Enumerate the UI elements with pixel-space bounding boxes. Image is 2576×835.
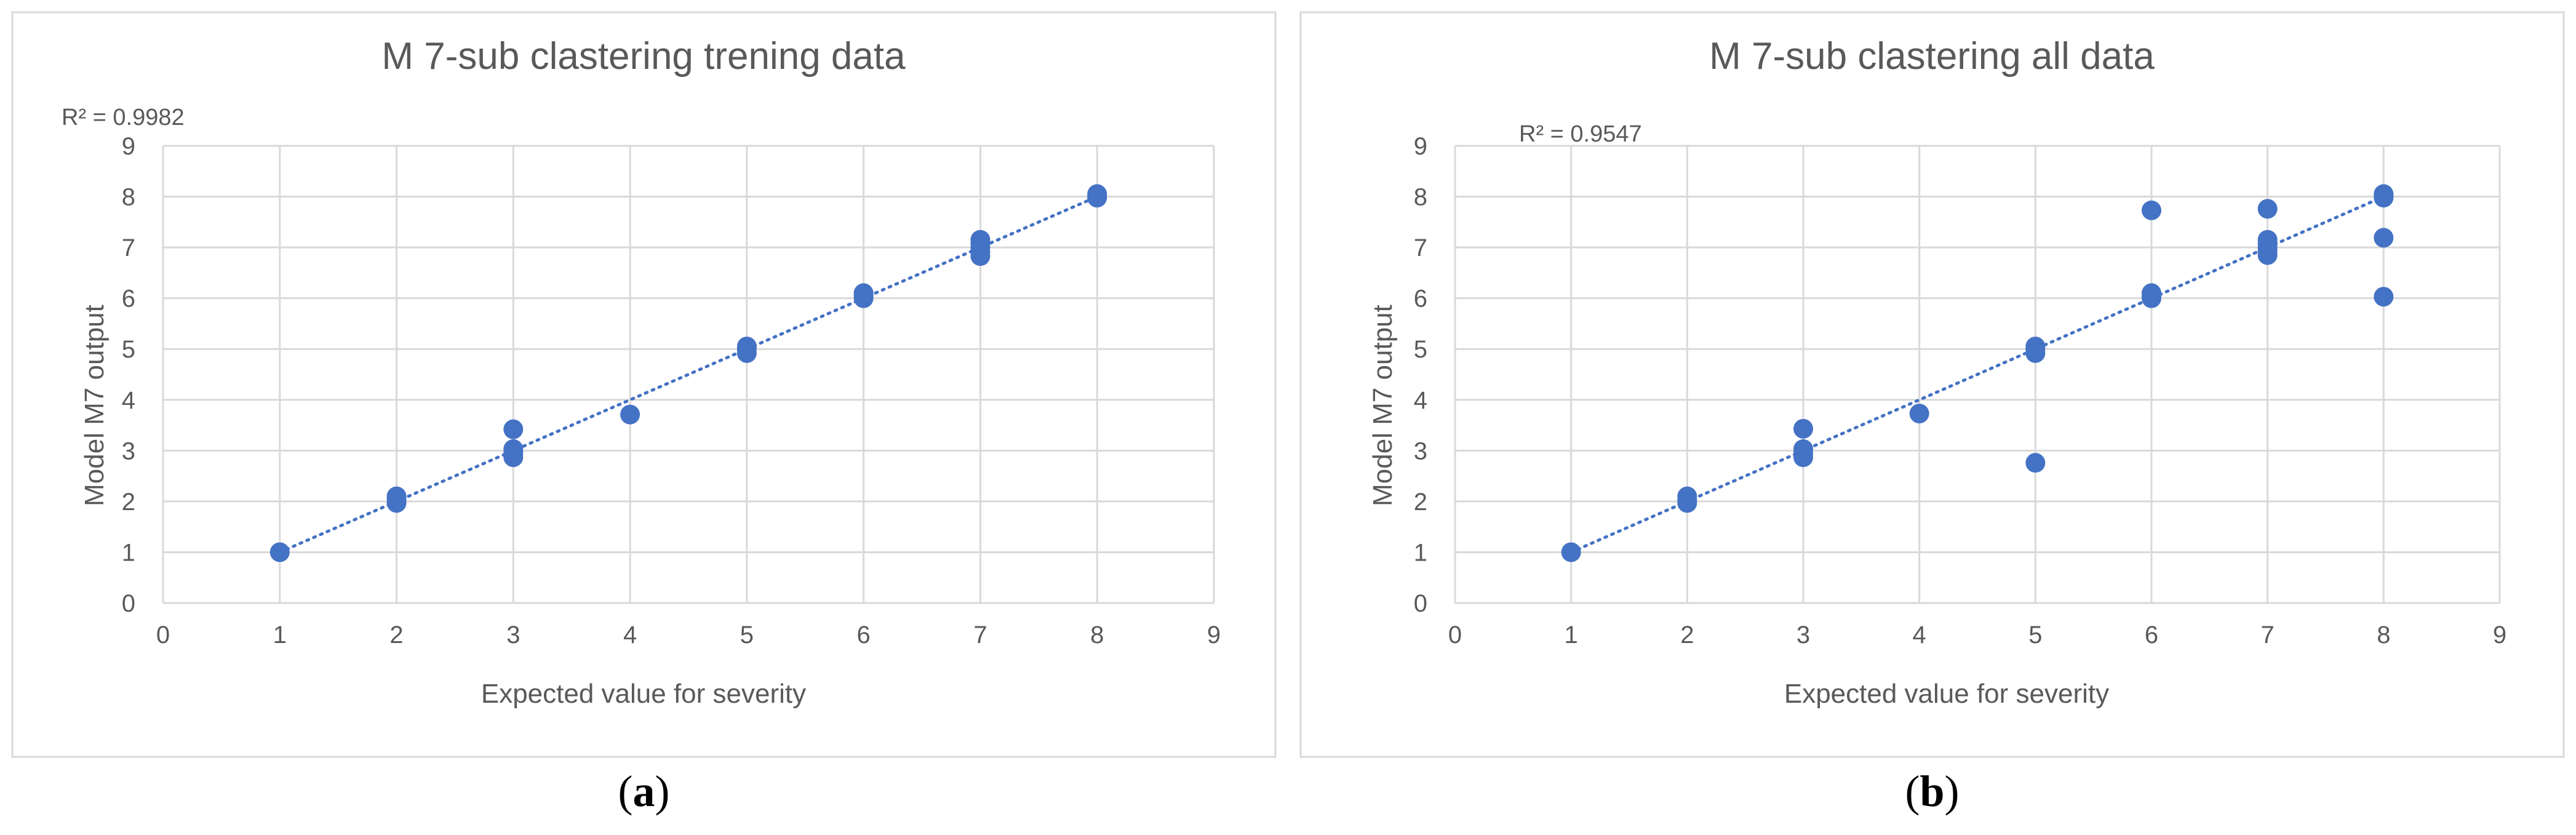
x-tick-label: 0: [1448, 621, 1462, 649]
trendline: [1569, 195, 2385, 554]
x-tick-label: 8: [2377, 621, 2390, 649]
data-point: [1561, 542, 1581, 562]
data-point: [2257, 199, 2278, 219]
x-tick-label: 3: [1796, 621, 1810, 649]
y-tick-label: 9: [1414, 133, 1427, 160]
x-tick-label: 8: [1090, 621, 1104, 649]
x-tick-label: 5: [2028, 621, 2042, 649]
x-tick-label: 4: [1913, 621, 1926, 649]
data-point: [736, 337, 757, 357]
y-tick-label: 2: [1414, 489, 1427, 516]
data-point: [2142, 283, 2161, 303]
y-tick-label: 7: [122, 234, 135, 262]
y-tick-label: 1: [1414, 539, 1427, 566]
chart-title: M 7-sub clastering trening data: [381, 35, 906, 78]
x-tick-label: 1: [1565, 621, 1578, 649]
data-point: [620, 404, 640, 425]
y-tick-label: 6: [1414, 286, 1427, 313]
x-tick-label: 4: [623, 621, 637, 649]
x-tick-label: 5: [740, 621, 754, 649]
data-point: [970, 230, 991, 250]
y-tick-label: 5: [122, 336, 135, 363]
x-tick-labels: 0 1 2 3 4 5 6 7 8 9: [1448, 621, 2506, 649]
y-tick-labels: 0 1 2 3 4 5 6 7 8 9: [122, 133, 135, 617]
data-point: [2142, 200, 2161, 220]
data-point: [386, 486, 407, 506]
y-tick-label: 4: [1414, 387, 1427, 414]
data-point: [2025, 337, 2046, 357]
trendline-path: [278, 195, 1099, 554]
scatter-chart-a: M 7-sub clastering trening data R² = 0.9…: [11, 11, 1277, 758]
x-tick-label: 6: [857, 621, 871, 649]
x-tick-label: 7: [2261, 621, 2275, 649]
x-tick-label: 2: [1680, 621, 1694, 649]
trendline-path: [1569, 195, 2385, 554]
panel-caption: (a): [618, 767, 670, 816]
chart-frame: [11, 11, 1277, 758]
y-tick-label: 0: [1414, 590, 1427, 617]
data-point: [1909, 404, 1929, 424]
data-point: [503, 439, 524, 459]
data-point: [2374, 228, 2394, 248]
x-tick-label: 6: [2145, 621, 2158, 649]
data-point: [269, 542, 290, 562]
chart-panel-b: M 7-sub clastering all data R² = 0.9547 …: [1288, 0, 2576, 835]
x-tick-label: 9: [1207, 621, 1221, 649]
data-point: [853, 283, 874, 303]
y-tick-label: 7: [1414, 234, 1427, 262]
x-axis-title: Expected value for severity: [481, 679, 806, 709]
data-points: [269, 184, 1107, 562]
data-point: [2257, 230, 2278, 250]
trendline: [278, 195, 1099, 554]
x-tick-label: 1: [273, 621, 287, 649]
y-tick-label: 5: [1414, 336, 1427, 363]
x-tick-label: 0: [156, 621, 170, 649]
x-tick-label: 2: [389, 621, 403, 649]
x-tick-label: 7: [973, 621, 987, 649]
x-tick-label: 3: [506, 621, 520, 649]
y-tick-label: 8: [1414, 184, 1427, 211]
data-points: [1561, 184, 2394, 562]
y-axis-title: Model M7 output: [79, 305, 110, 506]
chart-title: M 7-sub clastering all data: [1709, 35, 2155, 78]
y-tick-label: 3: [122, 437, 135, 465]
data-point: [1087, 184, 1107, 204]
r-squared-label: R² = 0.9982: [62, 105, 185, 130]
x-tick-label: 9: [2493, 621, 2506, 649]
data-point: [2374, 184, 2394, 204]
y-tick-label: 2: [122, 489, 135, 516]
data-point: [1793, 418, 1813, 439]
gridlines: [162, 145, 1215, 604]
chart-frame: [1299, 11, 2565, 758]
gridlines: [1454, 145, 2501, 604]
y-axis-title: Model M7 output: [1368, 305, 1398, 506]
data-point: [2025, 453, 2046, 473]
y-tick-label: 4: [122, 387, 135, 414]
y-tick-label: 6: [122, 286, 135, 313]
y-tick-label: 1: [122, 539, 135, 566]
data-point: [503, 419, 524, 439]
panel-label: a: [632, 767, 655, 816]
panel-caption: (b): [1905, 767, 1960, 816]
y-tick-label: 3: [1414, 437, 1427, 465]
x-tick-labels: 0 1 2 3 4 5 6 7 8 9: [156, 621, 1221, 649]
scatter-chart-b: M 7-sub clastering all data R² = 0.9547 …: [1299, 11, 2565, 758]
r-squared-label: R² = 0.9547: [1519, 121, 1642, 147]
data-point: [1793, 439, 1813, 459]
y-tick-label: 0: [122, 590, 135, 617]
chart-panel-a: M 7-sub clastering trening data R² = 0.9…: [11, 11, 1277, 816]
y-tick-label: 9: [122, 133, 135, 160]
y-tick-label: 8: [122, 184, 135, 211]
data-point: [2374, 287, 2394, 307]
y-tick-labels: 0 1 2 3 4 5 6 7 8 9: [1414, 133, 1427, 617]
panel-label: b: [1920, 767, 1945, 816]
x-axis-title: Expected value for severity: [1784, 679, 2109, 709]
data-point: [1677, 486, 1697, 506]
